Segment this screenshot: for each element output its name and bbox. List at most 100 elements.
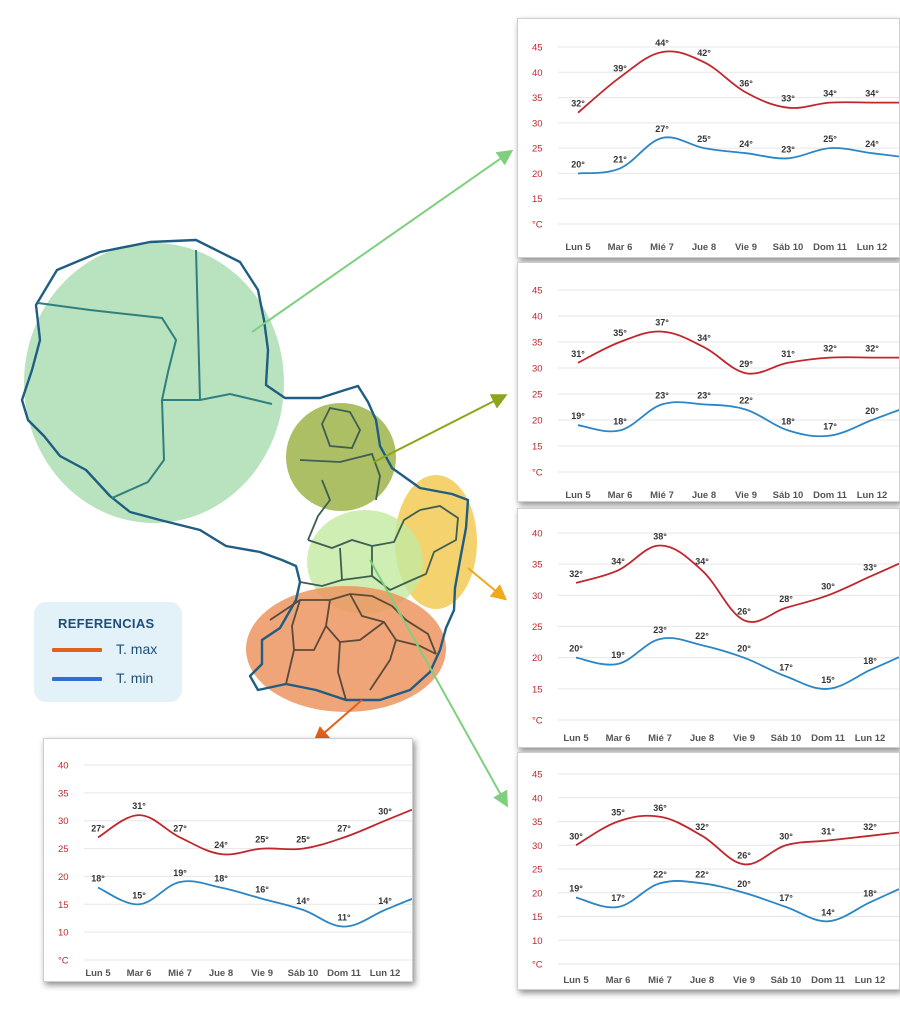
x-tick-label: Sáb 10 [773,490,804,501]
data-label: 19° [569,884,583,894]
chart-panel-centro: 45 40 35 30 25 20 15 10 °C Lun 5 Mar 6 Mié 7 Jue 8 Vi… [517,752,900,990]
data-label: 24° [214,840,228,850]
data-label: 17° [823,422,837,432]
x-tick-label: Mié 7 [648,733,672,744]
chart-este: 40 35 30 25 20 15 °C Lun 5 Mar 6 Mié 7 Jue 8 Vie 9 S… [532,529,899,744]
data-label: 37° [655,318,669,328]
chart-panel-sur: 40 35 30 25 20 15 10 °C Lun 5 Mar 6 Mié 7 Jue 8 Vie … [43,738,413,982]
legend-label-max: T. max [116,641,158,657]
x-tick-label: Lun 5 [85,968,111,979]
x-tick-label: Mar 6 [608,242,633,253]
y-tick-label: 15 [532,684,543,695]
y-tick-label: 30 [58,816,69,827]
series-line-max [577,50,899,114]
x-tick-label: Sáb 10 [771,975,802,986]
data-label: 22° [695,869,709,879]
data-label: 23° [655,390,669,400]
data-label: 30° [779,831,793,841]
y-tick-label: 15 [532,194,543,205]
y-tick-label: 40 [532,529,543,540]
legend-box: REFERENCIAS T. max T. min [34,602,182,702]
data-label: 31° [571,349,585,359]
data-label: 34° [611,556,625,566]
data-label: 39° [613,63,627,73]
data-label: 17° [779,662,793,672]
x-tick-label: Mié 7 [650,490,674,501]
legend-swatch-min [52,677,102,681]
data-label: 35° [613,328,627,338]
x-tick-label: Dom 11 [813,242,848,253]
chart-panel-chaco: 45 40 35 30 25 20 15 °C Lun 5 Mar 6 Mié 7 Jue 8 Vie … [517,18,900,258]
y-tick-label: 25 [532,144,543,155]
y-tick-label: 40 [532,312,543,323]
data-label: 14° [821,907,835,917]
y-tick-label: 20 [532,653,543,664]
data-label: 19° [173,868,187,878]
data-label: 18° [863,888,877,898]
data-label: 42° [697,48,711,58]
series-line-min [575,637,899,690]
data-label: 23° [697,390,711,400]
data-label: 26° [737,850,751,860]
data-label: 14° [378,896,392,906]
data-label: 28° [779,594,793,604]
data-label: 30° [569,831,583,841]
data-label: 32° [695,822,709,832]
x-tick-label: Mar 6 [606,975,631,986]
x-tick-label: Sáb 10 [771,733,802,744]
x-tick-label: Lun 12 [855,975,886,986]
chart-norte: 45 40 35 30 25 20 15 °C Lun 5 Mar 6 Mié 7 Jue 8 Vie … [532,286,899,501]
data-label: 32° [569,569,583,579]
y-tick-label: 35 [532,338,543,349]
y-tick-label: 20 [532,888,543,899]
x-tick-label: Vie 9 [733,975,755,986]
data-label: 22° [739,396,753,406]
series-line-max [575,814,899,866]
legend-swatch-max [52,648,102,652]
y-tick-label: 30 [532,841,543,852]
data-label: 20° [737,879,751,889]
x-tick-label: Lun 5 [563,733,589,744]
y-tick-label: 35 [58,788,69,799]
data-label: 33° [781,94,795,104]
y-tick-label: 25 [532,865,543,876]
data-label: 31° [821,827,835,837]
data-label: 11° [337,913,351,923]
region-center-north-highlight [286,403,396,511]
series-line-min [575,880,899,923]
data-label: 24° [739,139,753,149]
arrow-norte [373,394,508,463]
data-label: 16° [255,885,269,895]
x-tick-label: Vie 9 [733,733,755,744]
y-tick-label: °C [532,468,543,479]
y-tick-label: 45 [532,43,543,54]
y-tick-label: 35 [532,817,543,828]
y-tick-label: 25 [532,622,543,633]
y-tick-label: °C [532,716,543,727]
y-tick-label: 25 [532,390,543,401]
x-tick-label: Jue 8 [690,733,714,744]
data-label: 15° [821,675,835,685]
y-tick-label: 25 [58,844,69,855]
region-south-highlight [246,586,446,712]
x-tick-label: Jue 8 [692,242,716,253]
chart-chaco: 45 40 35 30 25 20 15 °C Lun 5 Mar 6 Mié 7 Jue 8 Vie … [532,38,899,253]
data-label: 30° [378,807,392,817]
region-chaco-highlight [24,243,284,523]
x-tick-label: Vie 9 [735,490,757,501]
x-tick-label: Vie 9 [251,968,273,979]
department-borders [37,249,273,499]
data-label: 24° [865,139,879,149]
y-tick-label: 35 [532,560,543,571]
x-tick-label: Jue 8 [209,968,233,979]
series-line-max [97,808,412,856]
arrow-sur [312,699,363,743]
data-label: 18° [863,656,877,666]
x-tick-label: Mié 7 [168,968,192,979]
chart-panel-norte: 45 40 35 30 25 20 15 °C Lun 5 Mar 6 Mié 7 Jue 8 Vie … [517,262,900,502]
data-label: 25° [823,134,837,144]
department-borders-south [269,593,437,701]
data-label: 34° [695,556,709,566]
data-label: 19° [611,650,625,660]
data-label: 25° [697,134,711,144]
